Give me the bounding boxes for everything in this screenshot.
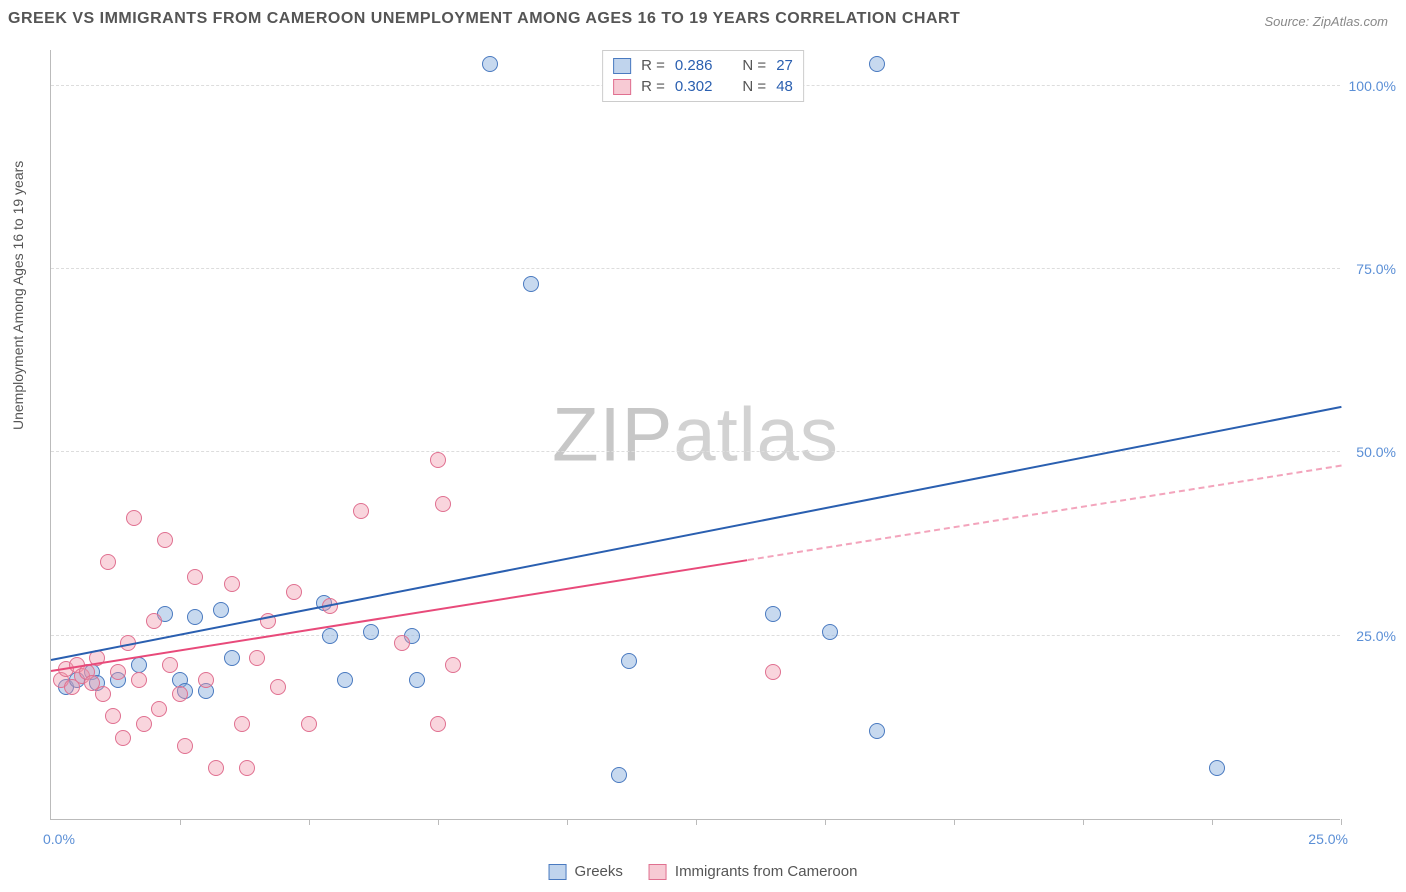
data-point bbox=[177, 738, 193, 754]
x-tick bbox=[309, 819, 310, 825]
swatch-icon bbox=[613, 79, 631, 95]
chart-title: GREEK VS IMMIGRANTS FROM CAMEROON UNEMPL… bbox=[8, 10, 960, 28]
correlation-legend: R = 0.286 N = 27 R = 0.302 N = 48 bbox=[602, 50, 804, 102]
watermark-atlas: atlas bbox=[673, 392, 839, 477]
r-label: R = bbox=[641, 57, 665, 74]
data-point bbox=[869, 56, 885, 72]
data-point bbox=[187, 569, 203, 585]
data-point bbox=[430, 452, 446, 468]
data-point bbox=[435, 496, 451, 512]
data-point bbox=[213, 602, 229, 618]
data-point bbox=[115, 730, 131, 746]
data-point bbox=[869, 723, 885, 739]
data-point bbox=[157, 532, 173, 548]
data-point bbox=[224, 576, 240, 592]
data-point bbox=[765, 664, 781, 680]
data-point bbox=[131, 657, 147, 673]
y-axis-label: Unemployment Among Ages 16 to 19 years bbox=[10, 161, 26, 430]
data-point bbox=[482, 56, 498, 72]
data-point bbox=[270, 679, 286, 695]
data-point bbox=[187, 609, 203, 625]
data-point bbox=[239, 760, 255, 776]
legend-item-greeks: Greeks bbox=[549, 863, 623, 880]
data-point bbox=[162, 657, 178, 673]
x-tick bbox=[1212, 819, 1213, 825]
data-point bbox=[151, 701, 167, 717]
legend-row-immigrants: R = 0.302 N = 48 bbox=[613, 76, 793, 97]
r-value: 0.302 bbox=[675, 78, 713, 95]
y-tick-label: 100.0% bbox=[1349, 78, 1396, 94]
data-point bbox=[337, 672, 353, 688]
swatch-icon bbox=[549, 864, 567, 880]
legend-label: Immigrants from Cameroon bbox=[675, 863, 858, 880]
x-tick bbox=[825, 819, 826, 825]
x-tick bbox=[954, 819, 955, 825]
gridline bbox=[51, 635, 1340, 636]
correlation-chart: GREEK VS IMMIGRANTS FROM CAMEROON UNEMPL… bbox=[0, 0, 1406, 892]
source-label: Source: ZipAtlas.com bbox=[1264, 14, 1388, 29]
gridline bbox=[51, 451, 1340, 452]
data-point bbox=[1209, 760, 1225, 776]
n-value: 48 bbox=[776, 78, 793, 95]
x-tick bbox=[567, 819, 568, 825]
watermark: ZIPatlas bbox=[552, 391, 839, 478]
y-tick-label: 25.0% bbox=[1356, 628, 1396, 644]
x-tick bbox=[1341, 819, 1342, 825]
data-point bbox=[394, 635, 410, 651]
x-tick bbox=[1083, 819, 1084, 825]
legend-row-greeks: R = 0.286 N = 27 bbox=[613, 55, 793, 76]
data-point bbox=[322, 628, 338, 644]
data-point bbox=[208, 760, 224, 776]
data-point bbox=[234, 716, 250, 732]
r-label: R = bbox=[641, 78, 665, 95]
data-point bbox=[100, 554, 116, 570]
swatch-icon bbox=[649, 864, 667, 880]
data-point bbox=[198, 672, 214, 688]
data-point bbox=[136, 716, 152, 732]
data-point bbox=[286, 584, 302, 600]
data-point bbox=[105, 708, 121, 724]
trend-line bbox=[747, 465, 1341, 561]
series-legend: Greeks Immigrants from Cameroon bbox=[549, 863, 858, 880]
trend-line bbox=[51, 406, 1341, 661]
n-label: N = bbox=[742, 57, 766, 74]
data-point bbox=[765, 606, 781, 622]
data-point bbox=[110, 664, 126, 680]
data-point bbox=[621, 653, 637, 669]
watermark-zip: ZIP bbox=[552, 392, 673, 477]
data-point bbox=[126, 510, 142, 526]
x-tick-label-min: 0.0% bbox=[43, 831, 75, 847]
data-point bbox=[146, 613, 162, 629]
x-tick bbox=[180, 819, 181, 825]
x-tick bbox=[438, 819, 439, 825]
x-tick-label-max: 25.0% bbox=[1308, 831, 1348, 847]
data-point bbox=[172, 686, 188, 702]
data-point bbox=[363, 624, 379, 640]
n-value: 27 bbox=[776, 57, 793, 74]
data-point bbox=[822, 624, 838, 640]
y-tick-label: 50.0% bbox=[1356, 444, 1396, 460]
n-label: N = bbox=[742, 78, 766, 95]
r-value: 0.286 bbox=[675, 57, 713, 74]
data-point bbox=[523, 276, 539, 292]
data-point bbox=[95, 686, 111, 702]
y-tick-label: 75.0% bbox=[1356, 261, 1396, 277]
data-point bbox=[301, 716, 317, 732]
data-point bbox=[445, 657, 461, 673]
legend-label: Greeks bbox=[575, 863, 623, 880]
data-point bbox=[131, 672, 147, 688]
plot-area: ZIPatlas 25.0%50.0%75.0%100.0%0.0%25.0% bbox=[50, 50, 1340, 820]
data-point bbox=[430, 716, 446, 732]
data-point bbox=[224, 650, 240, 666]
gridline bbox=[51, 268, 1340, 269]
data-point bbox=[353, 503, 369, 519]
x-tick bbox=[696, 819, 697, 825]
data-point bbox=[249, 650, 265, 666]
data-point bbox=[409, 672, 425, 688]
data-point bbox=[611, 767, 627, 783]
swatch-icon bbox=[613, 58, 631, 74]
legend-item-immigrants: Immigrants from Cameroon bbox=[649, 863, 858, 880]
